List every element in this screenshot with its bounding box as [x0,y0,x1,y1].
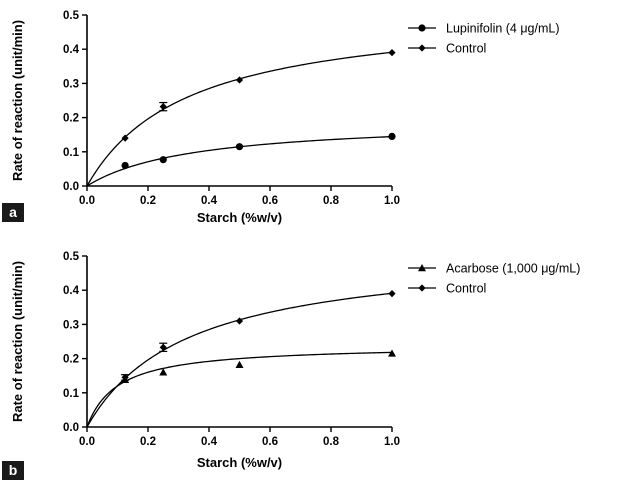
data-point [159,103,167,111]
y-tick-label: 0.3 [63,78,79,90]
y-tick-label: 0.2 [63,113,79,125]
y-tick-label: 0.5 [63,251,80,263]
legend-marker [418,24,426,32]
legend-label: Lupinifolin (4 μg/mL) [446,22,560,36]
series-fit-line [86,292,393,428]
x-tick-label: 0.2 [140,436,156,448]
y-tick-label: 0.2 [63,354,79,366]
y-axis-title: Rate of reaction (unit/min) [10,261,25,422]
legend-label: Control [446,42,486,56]
legend-label: Control [446,282,486,296]
data-point [388,49,396,57]
x-tick-label: 0.6 [262,195,278,207]
legend-marker [418,284,426,292]
panel-label-text: b [9,462,18,478]
y-tick-label: 0.0 [63,422,79,434]
data-point [121,161,129,170]
y-tick-label: 0.1 [63,147,80,159]
panel-label-text: a [9,204,17,220]
x-tick-label: 0.8 [323,436,340,448]
data-point [159,368,168,376]
legend-marker [418,44,426,52]
y-tick-label: 0.4 [63,285,80,297]
data-point [235,317,244,325]
series-0 [86,132,396,187]
x-tick-label: 1.0 [384,195,400,207]
data-point [121,134,129,142]
x-tick-label: 0.8 [323,195,340,207]
y-tick-label: 0.3 [63,319,79,331]
data-point [388,132,396,141]
x-tick-label: 0.0 [79,436,95,448]
y-tick-label: 0.1 [63,388,80,400]
data-point [121,373,129,382]
x-tick-label: 1.0 [384,436,400,448]
data-point [159,156,167,164]
x-tick-label: 0.4 [201,195,218,207]
series-1 [86,49,396,187]
data-point [159,343,167,351]
legend: Lupinifolin (4 μg/mL) Control [408,22,560,56]
series-0 [86,349,396,428]
panel-label-box [2,203,24,222]
chart-panel-a: 0.0 0.1 0.2 0.3 0.4 0.5 0.0 0.2 0.4 0.6 0.8 1.0 Star… [2,10,560,225]
legend: Acarbose (1,000 μg/mL) Control [408,262,580,296]
data-point [235,143,244,151]
chart-panel-b: 0.0 0.1 0.2 0.3 0.4 0.5 0.0 0.2 0.4 0.6 0.8 1.0 Star… [2,251,580,480]
y-tick-label: 0.5 [63,10,80,22]
y-tick-label: 0.0 [63,181,79,193]
panel-label-box [2,461,24,480]
panel-label: b [2,461,24,480]
y-tick-label: 0.4 [63,44,80,56]
panel-label: a [2,203,24,222]
x-tick-label: 0.6 [262,436,278,448]
legend-label: Acarbose (1,000 μg/mL) [446,262,580,276]
x-axis-title: Starch (%w/v) [197,455,282,470]
x-tick-label: 0.4 [201,436,218,448]
y-axis-title: Rate of reaction (unit/min) [10,20,25,181]
data-point [235,360,244,368]
x-tick-label: 0.2 [140,195,156,207]
data-point [388,349,396,357]
data-point [235,76,244,84]
legend-marker [418,264,426,272]
x-tick-label: 0.0 [79,195,95,207]
series-1 [86,290,396,428]
series-fit-line [86,351,393,428]
data-point [388,290,396,298]
x-axis-title: Starch (%w/v) [197,210,282,225]
